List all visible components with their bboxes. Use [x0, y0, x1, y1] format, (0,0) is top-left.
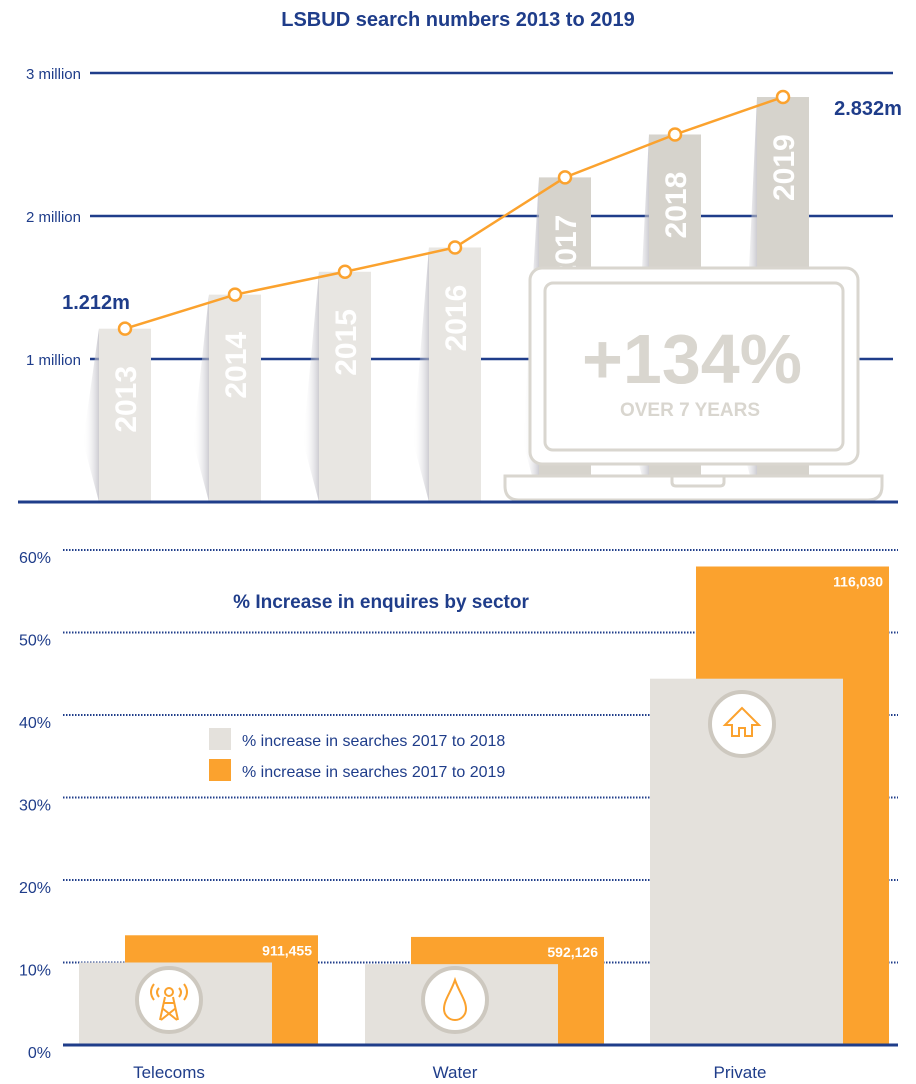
bar-value-label: 911,455	[262, 942, 312, 958]
y-tick-label: 10%	[19, 963, 51, 980]
chart-title-top: LSBUD search numbers 2013 to 2019	[281, 9, 635, 31]
x-category-label: Water	[433, 1063, 478, 1082]
y-tick-label: 0%	[28, 1045, 51, 1062]
legend-label-2019: % increase in searches 2017 to 2019	[242, 764, 505, 781]
water-drop-icon	[442, 976, 468, 1021]
x-category-label: Private	[714, 1063, 767, 1082]
over-years-label: OVER 7 YEARS	[620, 400, 760, 421]
bar-shadow	[303, 271, 319, 502]
trend-point	[117, 321, 133, 336]
trend-point	[227, 287, 243, 302]
trend-point	[337, 264, 353, 280]
bar-value-label: 116,030	[833, 574, 883, 590]
laptop-notch	[670, 476, 726, 488]
y-tick-label: 20%	[19, 880, 51, 897]
trend-point	[667, 127, 683, 142]
y-tick-label: 50%	[19, 633, 51, 650]
bar	[319, 271, 371, 502]
trend-point	[557, 170, 573, 185]
bar-year-label: 2016	[440, 285, 473, 352]
house-shape	[722, 706, 762, 737]
icon-circle	[135, 966, 203, 1034]
legend-label-2018: % increase in searches 2017 to 2018	[242, 733, 505, 750]
bar-shadow	[413, 247, 429, 502]
bar-value-label: 592,126	[547, 944, 598, 960]
bar	[429, 247, 481, 502]
y-tick-label: 30%	[19, 798, 51, 815]
tower-top	[164, 987, 174, 997]
bar-year-label: 2015	[330, 309, 363, 376]
laptop-display	[543, 281, 845, 452]
bar-year-label: 2018	[660, 172, 693, 239]
y-tick-label: 3 million	[26, 66, 81, 83]
telecom-tower-icon	[150, 983, 188, 1021]
big-percent-label: +134%	[582, 320, 802, 398]
first-value-label: 1.212m	[62, 292, 130, 314]
icon-circle	[708, 690, 776, 758]
icon-circle	[421, 966, 489, 1034]
bar	[99, 328, 151, 502]
bar	[209, 294, 261, 502]
tower-lines	[150, 983, 188, 1021]
bar-shadow	[193, 294, 209, 502]
chart-title-bottom: % Increase in enquires by sector	[233, 592, 529, 613]
trend-point	[775, 89, 791, 105]
laptop-base	[503, 474, 884, 502]
last-value-label: 2.832m	[834, 98, 902, 120]
legend-swatch-2019	[209, 759, 231, 781]
y-tick-label: 60%	[19, 550, 51, 567]
house-icon	[722, 706, 762, 737]
x-category-label: Telecoms	[133, 1063, 205, 1082]
bar-shadow	[83, 328, 99, 502]
y-tick-label: 40%	[19, 715, 51, 732]
y-tick-label: 2 million	[26, 209, 81, 226]
bar-year-label: 2013	[110, 366, 143, 433]
bar-year-label: 2019	[768, 134, 801, 201]
bar-year-label: 2014	[220, 332, 253, 399]
y-tick-label: 1 million	[26, 352, 81, 369]
drop-shape	[442, 976, 468, 1021]
legend-swatch-2018	[209, 728, 231, 750]
trend-point	[447, 240, 463, 255]
